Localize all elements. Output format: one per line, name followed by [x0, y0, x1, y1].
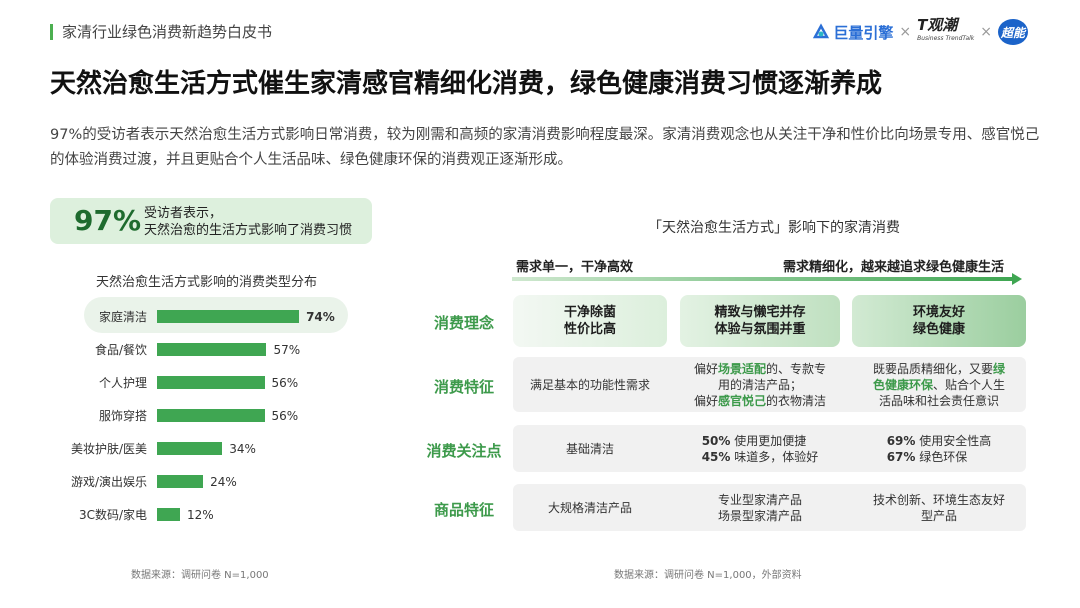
concept-c3-l1: 环境友好 [912, 305, 965, 320]
bar-value-label: 34% [229, 442, 256, 456]
focus-cell-1: 基础清洁 [565, 441, 614, 456]
product-c2-l2: 场景型家清产品 [717, 508, 802, 523]
callout-line2: 天然治愈的生活方式影响了消费习惯 [144, 223, 353, 238]
callout-line1: 受访者表示， [144, 206, 223, 221]
arrow-head [1012, 273, 1022, 285]
bar-value-label: 56% [271, 376, 299, 390]
focus-c2-text-2: 味道多，体验好 [734, 449, 819, 464]
bar-category-label: 3C数码/家电 [78, 508, 147, 522]
feature-c3-highlight-2: 色健康环保 [872, 377, 933, 392]
feature-c2-c: 的、专款专 [766, 361, 827, 376]
report-title: 家清行业绿色消费新趋势白皮书 [62, 23, 273, 41]
bar [157, 343, 267, 356]
focus-c2-pct-2: 45% [701, 449, 731, 464]
row-bg-feature [513, 357, 1026, 412]
page-title: 天然治愈生活方式催生家清感官精细化消费，绿色健康消费习惯逐渐养成 [50, 69, 883, 99]
concept-cell-1: 干净除菌 性价比高 [513, 295, 667, 347]
callout-note: 受访者表示， 天然治愈的生活方式影响了消费习惯 [144, 205, 352, 239]
bar [157, 508, 181, 521]
row-label-feature: 消费特征 [433, 378, 494, 396]
feature-c3-a: 既要品质精细化，又要 [872, 361, 993, 376]
juliang-name: 巨量引擎 [833, 23, 894, 42]
bar [157, 475, 204, 488]
focus-cell-2: 50% 使用更加便捷 45% 味道多，体验好 [680, 425, 840, 472]
bar-value-label: 24% [210, 475, 237, 489]
product-c2-l1: 专业型家清产品 [717, 492, 802, 507]
bar [157, 409, 265, 422]
bar [157, 310, 300, 323]
tguanchao-logo: T观潮 Business TrendTalk [917, 18, 974, 46]
feature-c2-a: 偏好 [693, 361, 718, 376]
product-cell-3: 技术创新、环境生态友好 型产品 [852, 484, 1026, 531]
chaoneng-logo: 超能 [998, 19, 1028, 45]
bar [157, 376, 265, 389]
focus-c3-pct-1: 69% [886, 433, 916, 448]
focus-c2-pct-1: 50% [701, 433, 731, 448]
concept-c1-l2: 性价比高 [563, 322, 616, 337]
feature-c3-d: 、贴合个人生 [933, 377, 1006, 392]
bar-category-label: 游戏/演出娱乐 [70, 475, 147, 489]
right-source: 数据来源：调研问卷 N=1,000，外部资料 [614, 570, 802, 581]
feature-c3-highlight-1: 绿 [993, 361, 1006, 376]
product-cell-1: 大规格清洁产品 [547, 500, 632, 515]
bar-category-label: 美妆护肤/医美 [70, 442, 147, 456]
feature-cell-1: 满足基本的功能性需求 [529, 377, 650, 392]
focus-c3-pct-2: 67% [886, 449, 916, 464]
concept-c2-l2: 体验与氛围并重 [714, 322, 806, 337]
bar-value-label: 57% [273, 343, 301, 357]
concept-cell-2: 精致与懒宅并存 体验与氛围并重 [680, 295, 840, 347]
product-cell-2: 专业型家清产品 场景型家清产品 [680, 484, 840, 531]
bar-value-label: 74% [306, 310, 335, 324]
progression-arrow [512, 277, 1012, 281]
brand-separator: × [899, 24, 912, 40]
row-label-focus: 消费关注点 [426, 442, 502, 460]
bar-value-label: 12% [187, 508, 214, 522]
left-source: 数据来源：调研问卷 N=1,000 [131, 570, 269, 581]
bar [157, 442, 223, 455]
intro-paragraph: 97%的受访者表示天然治愈生活方式影响日常消费，较为刚需和高频的家清消费影响程度… [50, 127, 1040, 168]
bar-value-label: 56% [271, 409, 299, 423]
row-label-product: 商品特征 [433, 501, 494, 519]
feature-cell-2: 偏好场景适配的、专款专 用的清洁产品； 偏好感官悦己的衣物清洁 [680, 357, 840, 412]
product-c3-l1: 技术创新、环境生态友好 [872, 492, 1005, 507]
row-bg-product [513, 484, 1026, 531]
bar-category-label: 服饰穿搭 [98, 409, 147, 423]
feature-c2-highlight-1: 场景适配 [717, 361, 766, 376]
focus-c3-text-1: 使用安全性高 [919, 433, 992, 448]
focus-c3-text-2: 绿色环保 [919, 449, 968, 464]
concept-cell-3: 环境友好 绿色健康 [852, 295, 1026, 347]
arrow-left-label: 需求单一，干净高效 [516, 260, 634, 275]
chart-title: 天然治愈生活方式影响的消费类型分布 [96, 275, 318, 290]
focus-c2-text-1: 使用更加便捷 [734, 433, 807, 448]
header-accent-bar [50, 24, 53, 40]
focus-cell-3: 69% 使用安全性高 67% 绿色环保 [852, 425, 1026, 472]
product-c3-l2: 型产品 [920, 508, 957, 523]
feature-c2-g: 的衣物清洁 [766, 393, 827, 408]
callout-percent: 97% [74, 204, 142, 237]
callout-box [50, 198, 372, 244]
concept-c3-l2: 绿色健康 [912, 322, 965, 337]
juliang-logo-icon [813, 23, 830, 39]
juliang-logo: 巨量引擎 [812, 22, 893, 43]
right-title: 「天然治愈生活方式」影响下的家清消费 [648, 220, 900, 236]
arrow-right-label: 需求精细化，越来越追求绿色健康生活 [783, 260, 1005, 275]
concept-c1-l1: 干净除菌 [563, 305, 616, 320]
tguanchao-name: T观潮 [917, 16, 958, 34]
feature-c2-highlight-2: 感官悦己 [717, 393, 766, 408]
tguanchao-tagline: Business TrendTalk [917, 35, 975, 42]
concept-c2-l1: 精致与懒宅并存 [714, 305, 806, 320]
feature-c3-e: 活品味和社会责任意识 [878, 393, 999, 408]
feature-cell-3: 既要品质精细化，又要绿 色健康环保、贴合个人生 活品味和社会责任意识 [852, 357, 1026, 412]
feature-c2-e: 偏好 [693, 393, 718, 408]
row-label-concept: 消费理念 [433, 314, 494, 332]
brand-logos: 巨量引擎 × T观潮 Business TrendTalk × 超能 [812, 18, 1028, 46]
brand-separator: × [980, 24, 992, 40]
bar-category-label: 个人护理 [98, 376, 147, 390]
bar-category-label: 食品/餐饮 [94, 343, 147, 357]
row-bg-focus [513, 425, 1026, 472]
bar-category-label: 家庭清洁 [98, 310, 147, 324]
feature-c2-d: 用的清洁产品； [717, 377, 802, 392]
